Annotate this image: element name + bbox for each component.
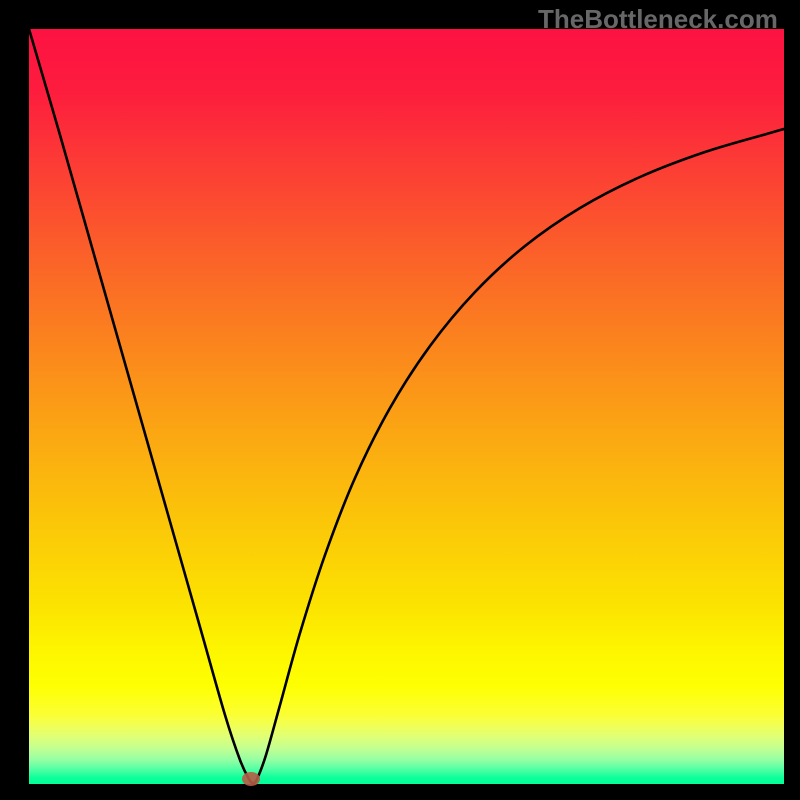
watermark-text: TheBottleneck.com (538, 4, 778, 35)
optimum-marker (242, 772, 260, 786)
bottleneck-chart (0, 0, 800, 800)
plot-background (29, 29, 784, 784)
